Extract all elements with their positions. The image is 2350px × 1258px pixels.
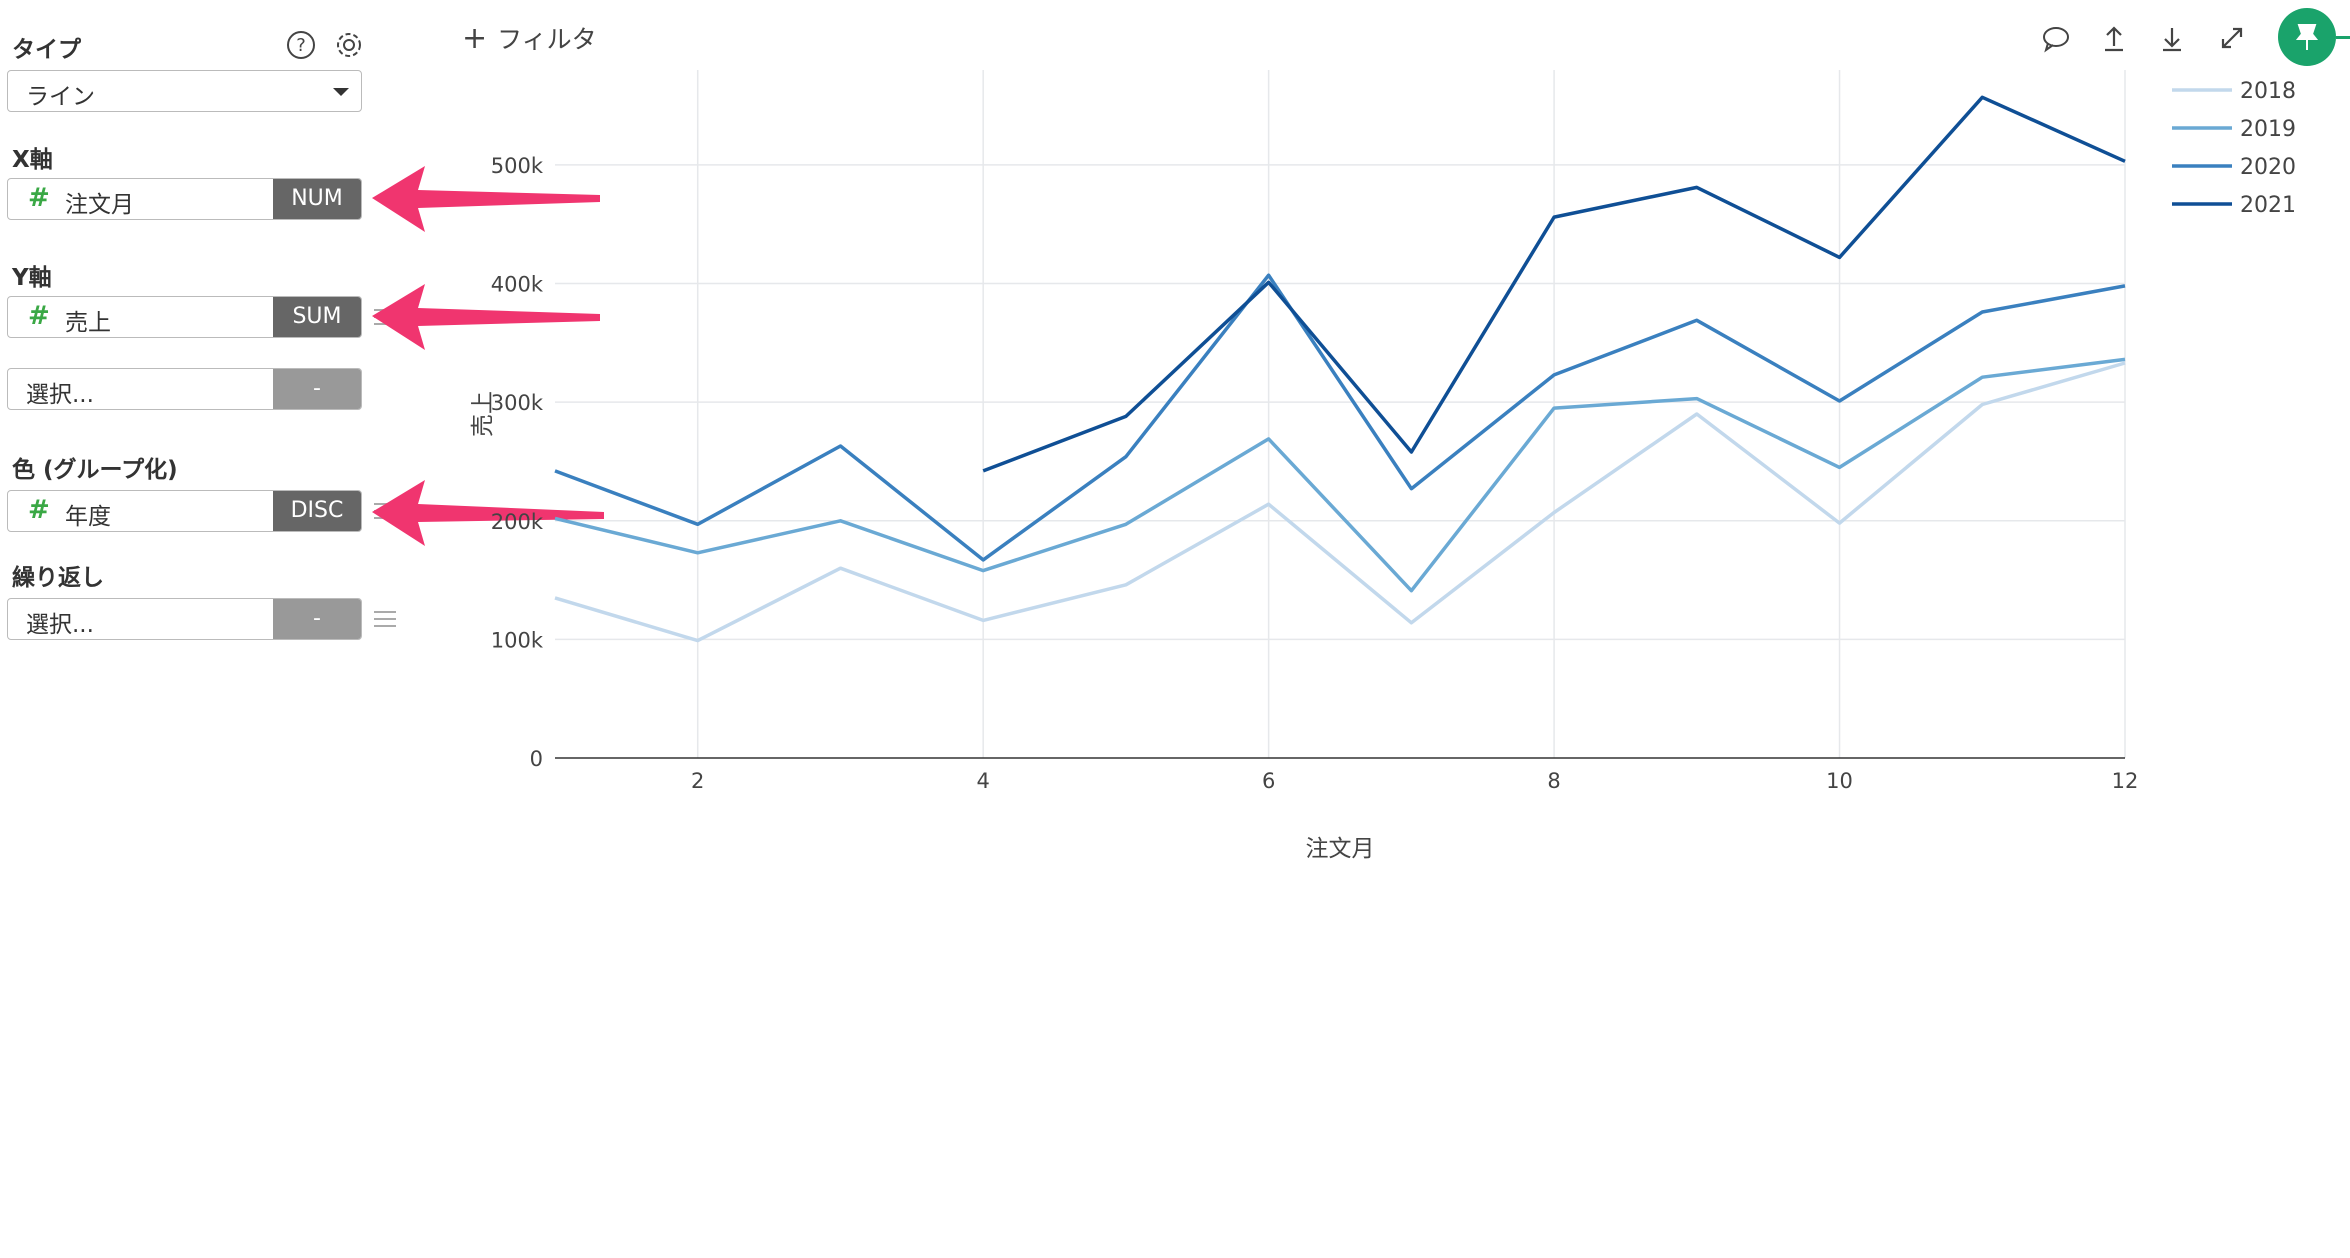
x-axis-label: X軸 [12,147,53,173]
type-label: タイプ [12,37,81,63]
annotation-arrow-y [372,284,600,350]
svg-text:?: ? [296,35,306,56]
y-axis-field[interactable]: # 売上 SUM [7,296,362,338]
x-axis-type-button[interactable]: NUM [273,179,361,219]
plus-icon: + [462,21,488,56]
y-tick-label: 400k [491,273,544,297]
color-column-name: 年度 [65,504,111,530]
upload-icon[interactable] [2096,20,2132,56]
y-tick-label: 100k [491,628,544,652]
x-tick-label: 12 [2112,769,2139,793]
annotation-arrow-x [372,166,600,232]
chart-type-select[interactable]: ライン [7,70,362,112]
y-axis-second-aggregate-button[interactable]: - [273,369,361,409]
y-tick-label: 0 [530,747,543,771]
y-axis-label: Y軸 [12,265,52,291]
comment-icon[interactable] [2038,20,2074,56]
numeric-hash-icon: # [28,301,50,331]
y-tick-label: 200k [491,510,544,534]
y-tick-label: 300k [491,391,544,415]
repeat-placeholder: 選択... [26,612,94,638]
gear-icon[interactable] [332,28,366,62]
legend-label: 2020 [2240,155,2296,180]
x-tick-label: 2 [691,769,704,793]
chevron-down-icon [333,88,349,96]
series-line-2021 [982,95,2126,473]
y-axis-column-name: 売上 [65,310,111,336]
legend-label: 2018 [2240,79,2296,104]
repeat-label: 繰り返し [12,565,104,591]
repeat-aggregate-button[interactable]: - [273,599,361,639]
filter-label: フィルタ [497,25,597,54]
numeric-hash-icon: # [28,183,50,213]
annotation-arrows [372,166,604,546]
series-line-2020 [554,273,2126,562]
x-axis-field[interactable]: # 注文月 NUM [7,178,362,220]
chart-grid [555,70,2126,758]
add-filter-button[interactable]: + フィルタ [462,20,597,56]
config-sidebar: タイプ ? ライン X軸 # 注文月 NUM Y軸 # 売上 SUM 選択...… [0,0,420,1258]
numeric-hash-icon: # [28,495,50,525]
pin-connector [2336,36,2350,39]
legend-label: 2019 [2240,117,2296,142]
color-field[interactable]: # 年度 DISC [7,490,362,532]
x-axis-column-name: 注文月 [65,192,134,218]
annotation-arrow-color [372,480,604,546]
expand-icon[interactable] [2214,20,2250,56]
color-type-button[interactable]: DISC [273,491,361,531]
repeat-drag-handle-icon[interactable] [374,611,396,627]
y-axis-title: 売上 [470,391,496,437]
y-axis-second-field[interactable]: 選択... - [7,368,362,410]
color-group-label: 色 (グループ化) [12,457,178,483]
chart-series [554,95,2126,643]
x-tick-label: 8 [1547,769,1560,793]
chart-legend: 2018 2019 2020 2021 [2172,79,2296,218]
x-tick-label: 6 [1262,769,1275,793]
y-axis-second-placeholder: 選択... [26,382,94,408]
repeat-field[interactable]: 選択... - [7,598,362,640]
series-line-2019 [554,357,2126,593]
chart-axes: 0 100k 200k 300k 400k 500k 2 4 6 8 10 12 [491,154,2139,793]
pin-icon [2295,24,2319,50]
help-icon[interactable]: ? [284,28,318,62]
x-tick-label: 4 [976,769,989,793]
y-axis-aggregate-button[interactable]: SUM [273,297,361,337]
chart-type-value: ライン [26,84,95,110]
download-icon[interactable] [2154,20,2190,56]
series-line-2018 [554,361,2126,643]
pin-button[interactable] [2278,8,2336,66]
y-tick-label: 500k [491,154,544,178]
x-tick-label: 10 [1826,769,1853,793]
legend-label: 2021 [2240,193,2296,218]
x-axis-title: 注文月 [1306,836,1375,862]
